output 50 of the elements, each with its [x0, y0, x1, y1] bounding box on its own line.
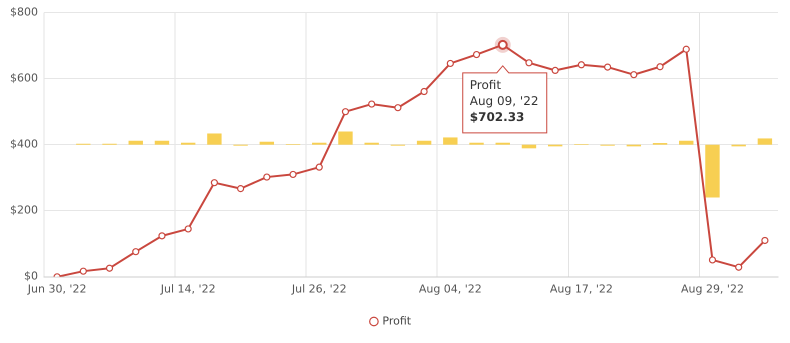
bar: [154, 140, 170, 145]
y-tick-label: $600: [10, 72, 38, 85]
bar: [443, 137, 458, 145]
point: [289, 170, 297, 178]
legend-label: Profit: [382, 314, 412, 328]
point: [604, 63, 612, 71]
annotation: Profit Aug 09, '22 $702.33: [470, 78, 538, 124]
point: [342, 108, 350, 116]
point: [630, 71, 638, 78]
bar: [338, 131, 353, 145]
point: [158, 232, 166, 240]
point: [237, 185, 244, 192]
bar: [416, 140, 432, 145]
y-tick-label: $400: [10, 138, 38, 151]
point: [368, 100, 376, 108]
x-tick-label: Aug 04, '22: [418, 282, 482, 296]
point: [472, 50, 480, 58]
point: [578, 61, 585, 68]
y-tick-label: $0: [24, 270, 38, 283]
point: [420, 88, 428, 96]
point: [656, 63, 664, 70]
point: [263, 173, 270, 181]
x-tick-label: Jul 26, '22: [290, 282, 347, 296]
point: [525, 59, 533, 66]
point: [106, 264, 114, 272]
bar: [522, 144, 536, 148]
bar: [260, 142, 274, 145]
point: [552, 66, 559, 74]
point: [682, 46, 690, 53]
bar: [128, 140, 143, 145]
y-tick-label: $800: [10, 5, 38, 18]
y-tick-label: $200: [10, 204, 38, 217]
point: [761, 236, 768, 244]
x-tick-label: Jun 30, '22: [26, 282, 86, 296]
point: [316, 164, 323, 171]
bar: [679, 140, 694, 145]
point: [210, 179, 218, 186]
x-tick-label: Aug 17, '22: [550, 282, 613, 296]
point: [394, 104, 402, 112]
point: [80, 268, 87, 275]
point: [446, 60, 454, 68]
bar: [758, 138, 772, 145]
x-tick-label: Aug 29, '22: [680, 282, 744, 296]
point: [184, 225, 192, 233]
bar: [705, 144, 720, 198]
x-tick-label: Jul 14, '22: [160, 282, 216, 296]
bar: [207, 133, 222, 145]
point: [708, 256, 716, 264]
point: [735, 264, 742, 271]
point: [132, 248, 140, 256]
